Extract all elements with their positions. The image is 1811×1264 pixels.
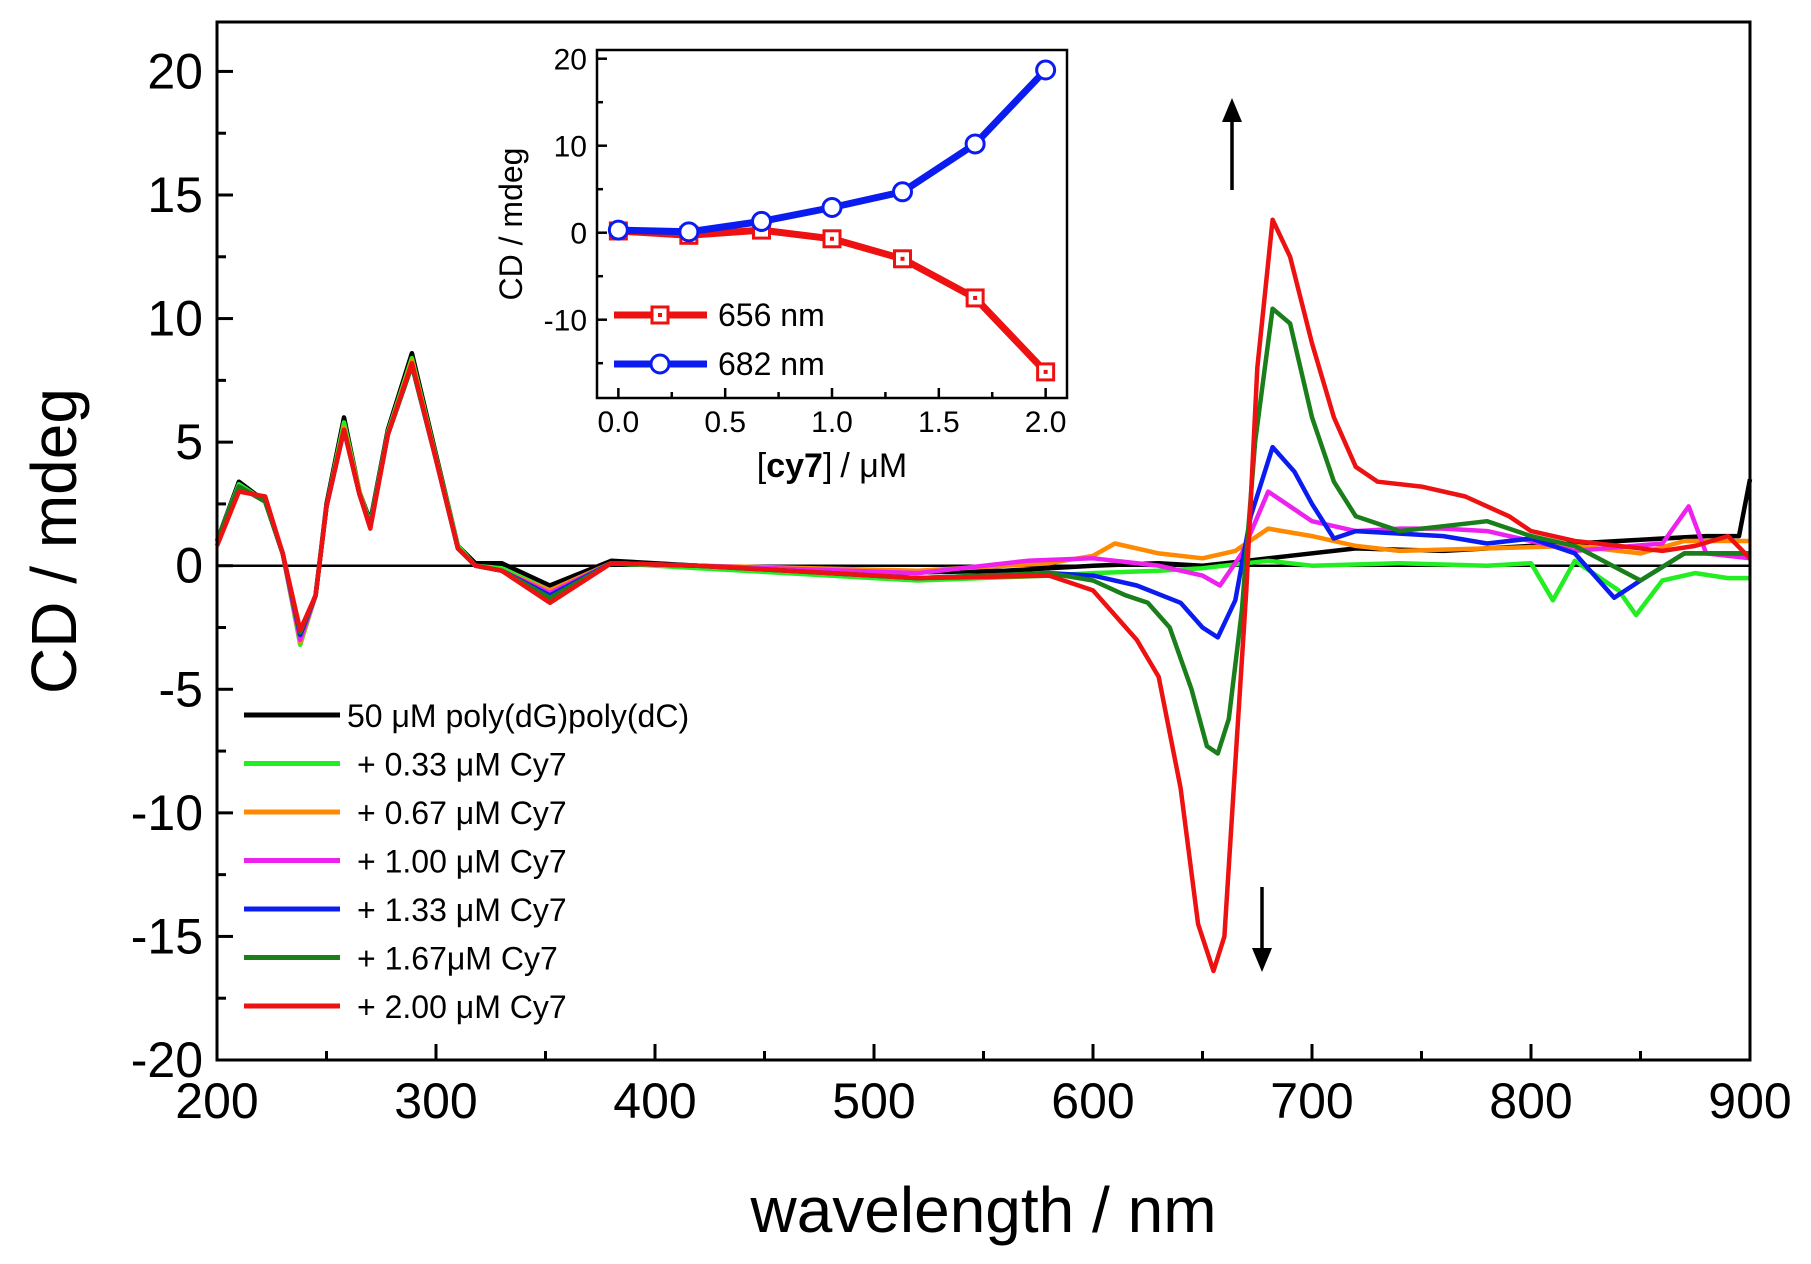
main-x-tick-label: 900 [1708, 1073, 1791, 1129]
main-x-tick-label: 300 [394, 1073, 477, 1129]
inset-legend-marker-square-dot [658, 313, 662, 317]
inset-ticks [597, 57, 1047, 398]
main-x-tick-label: 400 [613, 1073, 696, 1129]
inset-x-tick-label: 1.5 [918, 406, 960, 439]
inset-y-tick-label: 0 [570, 218, 587, 251]
main-ticks [215, 69, 1752, 1062]
inset-point-656-dot [830, 236, 834, 241]
main-y-tick-label: 5 [175, 414, 203, 470]
arrows [1222, 98, 1272, 972]
inset-x-axis-label: [cy7] / μM [757, 447, 907, 485]
main-y-tick-label: -20 [131, 1032, 203, 1088]
inset-legend-label-1: 682 nm [718, 346, 825, 382]
inset-point-656-dot [973, 295, 978, 300]
inset-background [597, 50, 1067, 398]
inset-y-tick-label: -10 [544, 305, 587, 338]
main-x-axis-label: wavelength / nm [749, 1174, 1216, 1246]
inset-legend-label-0: 656 nm [718, 297, 825, 333]
inset-x-label-rest: / μM [840, 447, 907, 485]
inset-x-tick-label: 0.0 [598, 406, 640, 439]
inset-point-656-dot [900, 256, 905, 261]
inset-x-tick-label: 2.0 [1025, 406, 1067, 439]
main-y-tick-label: 10 [147, 291, 203, 347]
inset-x-tick-label: 1.0 [811, 406, 853, 439]
inset-point-682 [821, 196, 843, 218]
main-series-group [214, 217, 1753, 974]
main-y-tick-label: 20 [147, 43, 203, 99]
main-legend-label-6: + 2.00 μM Cy7 [357, 989, 567, 1025]
main-legend-label-4: + 1.33 μM Cy7 [357, 892, 567, 928]
main-x-tick-label: 500 [832, 1073, 915, 1129]
inset-point-682 [1035, 59, 1057, 81]
up-arrow-icon [1222, 98, 1242, 122]
main-legend: 50 μM poly(dG)poly(dC) + 0.33 μM Cy7 + 0.6… [244, 698, 689, 1025]
inset-point-682 [892, 181, 913, 203]
main-y-tick-label: -10 [131, 785, 203, 841]
main-x-tick-label: 700 [1270, 1073, 1353, 1129]
inset-x-tick-label: 0.5 [704, 406, 746, 439]
inset-plot: 0.0 0.5 1.0 1.5 2.0 -10 0 10 20 [cy7] / μM CD / m… [493, 44, 1069, 485]
main-legend-label-5: + 1.67μM Cy7 [357, 941, 558, 977]
main-series-line-6 [214, 217, 1752, 974]
main-y-tick-label: 15 [147, 167, 203, 223]
main-y-tick-label: -5 [159, 661, 203, 717]
inset-y-tick-label: 20 [554, 44, 587, 77]
main-tick-labels: 200 300 400 500 600 700 800 900-20-15-10-505101… [131, 43, 1792, 1129]
inset-tick-labels: 0.0 0.5 1.0 1.5 2.0 -10 0 10 20 [544, 44, 1067, 439]
main-plot: 200 300 400 500 600 700 800 900-20-15-10-505101… [18, 20, 1792, 1246]
inset-legend: 656 nm 682 nm [614, 297, 825, 382]
inset-x-label-bold: cy7 [766, 447, 823, 485]
main-y-tick-label: 0 [175, 538, 203, 594]
main-x-tick-label: 200 [175, 1073, 258, 1129]
inset-point-682 [678, 221, 700, 243]
inset-series-group [607, 59, 1057, 382]
inset-point-682 [607, 219, 629, 241]
inset-legend-marker-circle [649, 353, 671, 375]
main-x-tick-label: 800 [1489, 1073, 1572, 1129]
main-y-axis-label: CD / mdeg [18, 388, 90, 694]
inset-point-656-dot [1043, 369, 1048, 374]
main-legend-label-3: + 1.00 μM Cy7 [357, 844, 567, 880]
inset-point-682 [964, 133, 986, 155]
main-legend-label-2: + 0.67 μM Cy7 [357, 795, 567, 831]
main-x-tick-label: 600 [1051, 1073, 1134, 1129]
inset-x-label-open: [ [757, 447, 767, 485]
down-arrow-icon [1252, 948, 1272, 972]
inset-y-axis-label: CD / mdeg [493, 148, 529, 301]
main-legend-label-0: 50 μM poly(dG)poly(dC) [347, 698, 689, 734]
inset-y-tick-label: 10 [554, 131, 587, 164]
inset-point-682 [751, 210, 772, 232]
main-legend-label-1: + 0.33 μM Cy7 [357, 747, 567, 783]
main-y-tick-label: -15 [131, 908, 203, 964]
inset-x-label-close: ] [823, 447, 832, 485]
